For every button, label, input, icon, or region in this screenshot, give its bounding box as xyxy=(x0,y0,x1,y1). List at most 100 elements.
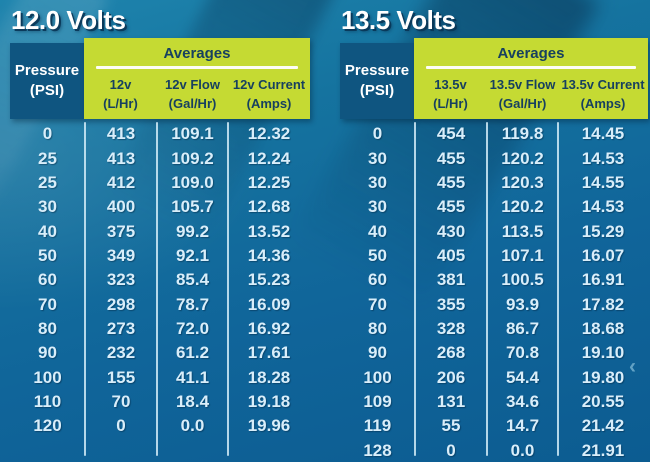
table-cell: 0 xyxy=(116,416,126,436)
table-body: 0 454 119.8 14.45 30 455 120.2 14.53 30 455 120.3 1… xyxy=(340,122,648,462)
table-cell: 14.7 xyxy=(505,416,540,436)
table-cell: 109.1 xyxy=(171,124,214,144)
table-cell: 454 xyxy=(436,124,466,144)
table-row: 30 455 120.2 14.53 xyxy=(340,195,648,219)
table-cell: 119 xyxy=(363,416,392,436)
table-cell: 72.0 xyxy=(175,318,210,338)
table-cell: 412 xyxy=(106,172,136,192)
table-cell: 109 xyxy=(363,391,392,411)
table-cell: 15.23 xyxy=(247,270,291,290)
column-header: 13.5v (L/Hr) xyxy=(414,74,487,119)
table-row: 0 413 109.1 12.32 xyxy=(10,122,310,146)
table-cell: 120.3 xyxy=(501,172,544,192)
table-cell: 328 xyxy=(436,318,466,338)
table-cell: 92.1 xyxy=(175,245,210,265)
table-cell: 273 xyxy=(106,318,136,338)
table-cell: 109.0 xyxy=(171,172,214,192)
table-cell: 0.0 xyxy=(510,440,535,460)
table-cell: 14.53 xyxy=(581,148,625,168)
averages-header-panel: Averages 12v (L/Hr) 12v Flow (Gal/Hr) 12… xyxy=(84,38,310,119)
table-cell: 41.1 xyxy=(175,367,210,387)
table-cell: 21.91 xyxy=(581,440,625,460)
table-cell: 232 xyxy=(106,343,136,363)
table-cell: 40 xyxy=(38,221,57,241)
table-cell: 54.4 xyxy=(505,367,540,387)
table-cell: 19.80 xyxy=(581,367,625,387)
column-header-line: 13.5v Current xyxy=(561,77,645,92)
table-cell: 40 xyxy=(368,221,387,241)
table-row: 40 375 99.2 13.52 xyxy=(10,219,310,243)
table-cell: 413 xyxy=(106,124,136,144)
table-cell: 455 xyxy=(436,148,466,168)
table-cell: 119.8 xyxy=(501,124,544,144)
table-cell: 400 xyxy=(106,197,136,217)
table-cell: 355 xyxy=(436,294,466,314)
table-cell: 12.32 xyxy=(247,124,291,144)
pressure-header-cell: Pressure (PSI) xyxy=(340,43,414,119)
averages-underline xyxy=(96,66,298,69)
table-row: 30 455 120.2 14.53 xyxy=(340,146,648,170)
table-cell: 16.09 xyxy=(247,294,291,314)
column-divider xyxy=(414,122,416,456)
table-cell: 120.2 xyxy=(501,148,544,168)
column-header: 12v Current (Amps) xyxy=(228,74,310,119)
column-header-line: 13.5v Flow xyxy=(489,77,556,92)
column-header: 13.5v Current (Amps) xyxy=(558,74,648,119)
table-cell: 70 xyxy=(38,294,57,314)
table-cell: 60 xyxy=(38,270,57,290)
table-cell: 381 xyxy=(436,270,466,290)
table-cell: 21.42 xyxy=(581,416,625,436)
carousel-prev-icon[interactable]: ‹ xyxy=(629,355,636,378)
table-cell: 90 xyxy=(38,343,57,363)
column-divider xyxy=(486,122,488,456)
column-header-line: 12v Current xyxy=(232,77,306,92)
table-title-135v: 13.5 Volts xyxy=(341,5,456,35)
table-cell: 455 xyxy=(436,197,466,217)
table-row: 50 349 92.1 14.36 xyxy=(10,244,310,268)
table-row: 70 298 78.7 16.09 xyxy=(10,292,310,316)
table-cell: 14.53 xyxy=(581,197,625,217)
table-cell: 19.10 xyxy=(581,343,625,363)
table-cell: 120.2 xyxy=(501,197,544,217)
table-cell: 30 xyxy=(368,148,387,168)
table-cell: 109.2 xyxy=(171,148,214,168)
table-cell: 17.61 xyxy=(247,343,291,363)
table-cell: 14.36 xyxy=(247,245,291,265)
table-cell: 19.18 xyxy=(247,391,291,411)
table-row: 80 328 86.7 18.68 xyxy=(340,317,648,341)
table-cell: 120 xyxy=(33,416,62,436)
averages-underline xyxy=(426,66,636,69)
column-header-line: (L/Hr) xyxy=(433,95,468,111)
table-cell: 100 xyxy=(33,367,62,387)
column-divider xyxy=(227,122,229,456)
table-cell: 16.07 xyxy=(581,245,625,265)
column-header: 13.5v Flow (Gal/Hr) xyxy=(487,74,558,119)
table-cell: 0.0 xyxy=(180,416,205,436)
table-cell: 14.45 xyxy=(581,124,625,144)
table-cell: 105.7 xyxy=(171,197,214,217)
table-cell: 0 xyxy=(446,440,456,460)
table-cell: 78.7 xyxy=(175,294,210,314)
table-row: 119 55 14.7 21.42 xyxy=(340,414,648,438)
table-cell: 268 xyxy=(436,343,466,363)
table-cell: 12.25 xyxy=(247,172,291,192)
column-divider xyxy=(84,122,86,456)
table-cell: 128 xyxy=(363,440,392,460)
table-cell: 14.55 xyxy=(581,172,625,192)
table-cell: 100.5 xyxy=(501,270,544,290)
table-cell: 50 xyxy=(38,245,57,265)
averages-label: Averages xyxy=(163,45,231,62)
table-row: 128 0 0.0 21.91 xyxy=(340,438,648,462)
table-cell: 206 xyxy=(436,367,466,387)
table-row: 30 400 105.7 12.68 xyxy=(10,195,310,219)
table-cell: 12.68 xyxy=(247,197,291,217)
table-cell: 0 xyxy=(42,124,53,144)
column-header-line: (Gal/Hr) xyxy=(498,95,547,111)
table-row: 25 412 109.0 12.25 xyxy=(10,171,310,195)
table-cell: 80 xyxy=(38,318,57,338)
column-header: 12v Flow (Gal/Hr) xyxy=(157,74,228,119)
table-cell: 107.1 xyxy=(501,245,544,265)
table-cell: 0 xyxy=(372,124,383,144)
table-cell: 15.29 xyxy=(581,221,625,241)
